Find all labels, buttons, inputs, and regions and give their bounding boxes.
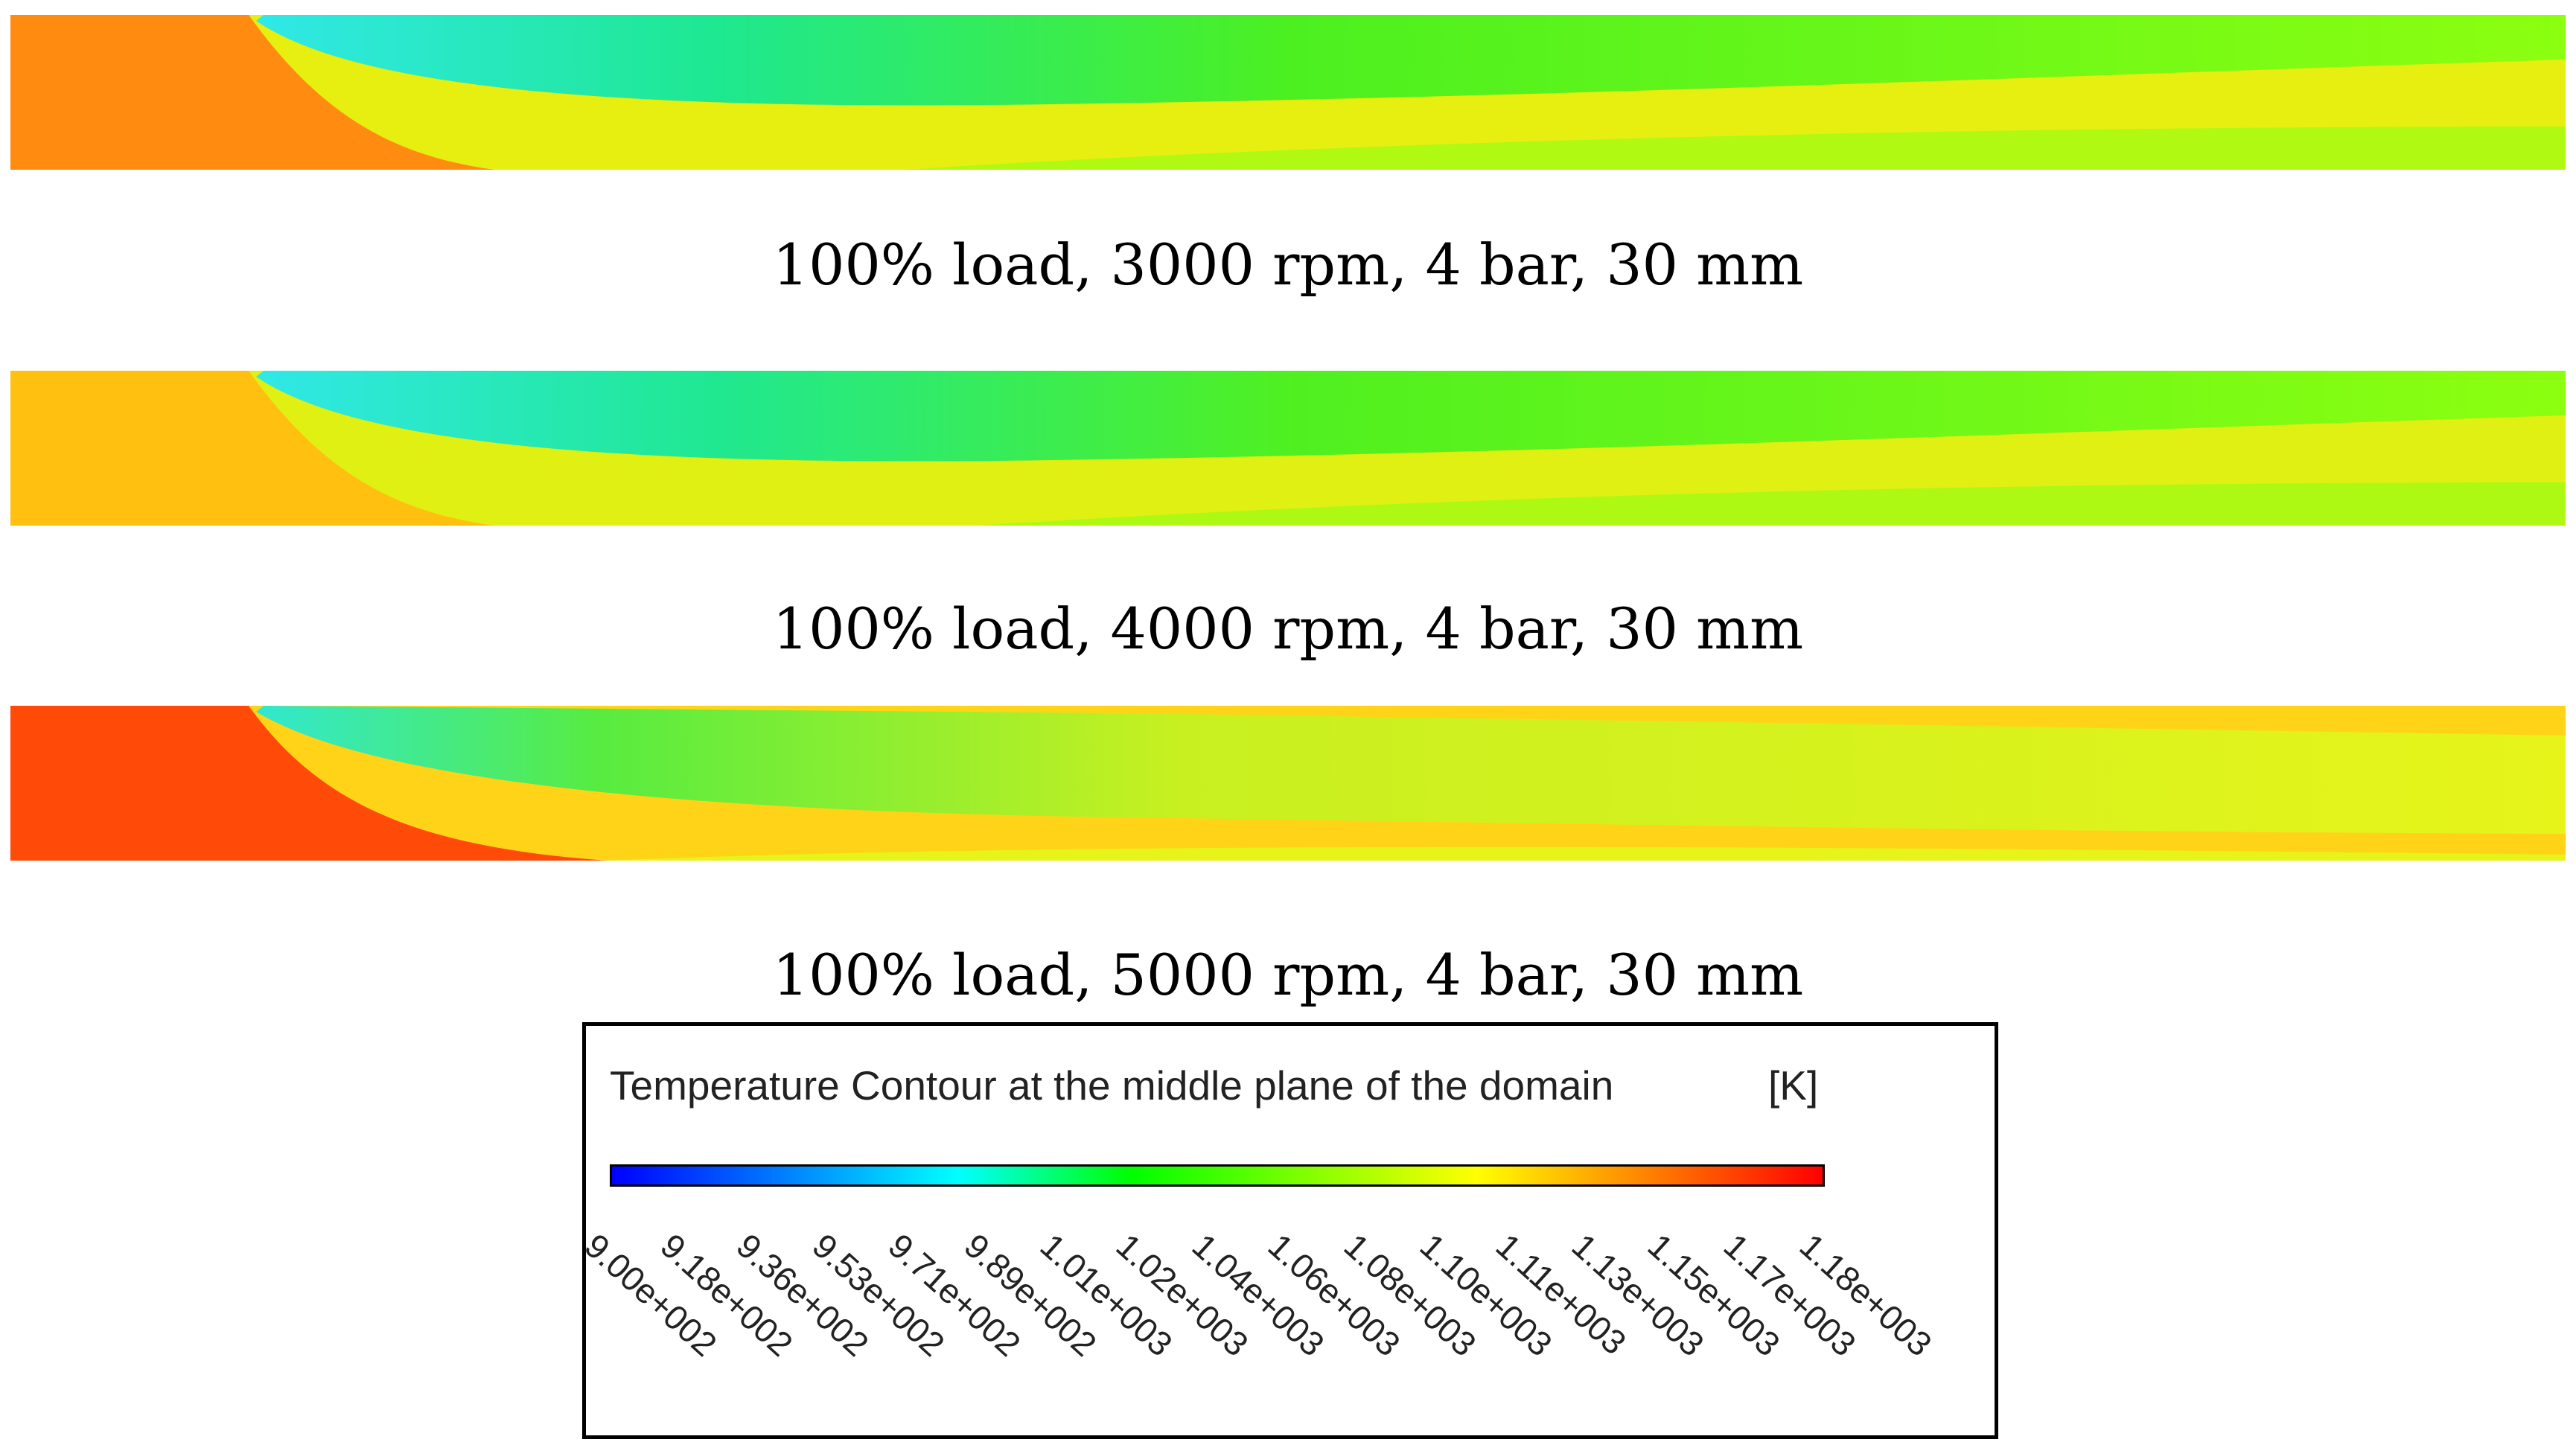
temperature-legend: Temperature Contour at the middle plane … — [578, 1022, 1998, 1439]
bulk-flow — [904, 127, 2566, 170]
cold-jet-core — [256, 371, 2566, 462]
temperature-contour-panel-4000rpm — [10, 371, 2566, 526]
legend-unit: [K] — [1768, 1062, 1819, 1109]
temperature-contour-panel-5000rpm — [10, 706, 2566, 861]
temperature-contour-panel-3000rpm — [10, 15, 2566, 170]
bulk-flow — [978, 482, 2566, 526]
bulk-flow — [606, 846, 2566, 861]
cold-jet-core — [256, 706, 2566, 834]
legend-colorbar — [610, 1164, 1825, 1187]
cold-jet-core — [256, 15, 2566, 106]
panel-caption-3: 100% load, 5000 rpm, 4 bar, 30 mm — [772, 942, 1804, 1008]
panel-caption-1: 100% load, 3000 rpm, 4 bar, 30 mm — [772, 232, 1804, 298]
legend-title: Temperature Contour at the middle plane … — [610, 1062, 1614, 1109]
panel-caption-2: 100% load, 4000 rpm, 4 bar, 30 mm — [772, 596, 1804, 662]
